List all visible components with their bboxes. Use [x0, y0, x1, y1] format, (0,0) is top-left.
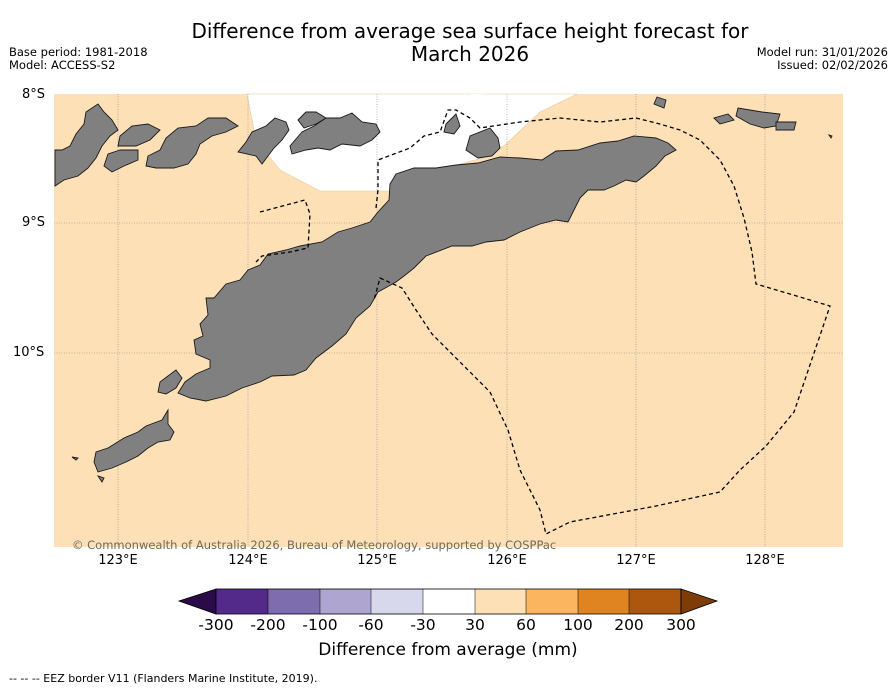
colorbar-tick: -200 — [250, 616, 286, 634]
colorbar-extend-low — [177, 588, 217, 615]
land — [54, 96, 833, 483]
colorbar-tick: 100 — [563, 616, 593, 634]
colorbar-bin — [526, 589, 578, 614]
lon-label-125e: 125°E — [357, 553, 397, 568]
model-run: Model run: 31/01/2026 — [756, 45, 888, 59]
eez-border — [255, 109, 831, 535]
flores-east — [145, 117, 239, 169]
colorbar-bin — [216, 589, 268, 614]
colorbar-extend-high — [680, 588, 719, 615]
colorbar — [177, 588, 719, 615]
colorbar-tick: -30 — [410, 616, 436, 634]
meta-right: Model run: 31/01/2026 Issued: 02/02/2026 — [757, 46, 888, 72]
colorbar-bin — [475, 589, 526, 614]
semau-island — [157, 369, 183, 395]
lembata-island — [237, 117, 290, 165]
colorbar-tick: -60 — [358, 616, 384, 634]
base-period: Base period: 1981-2018 — [9, 45, 148, 59]
chart-title: Difference from average sea surface heig… — [191, 19, 749, 66]
colorbar-bin — [578, 589, 629, 614]
timor-island — [177, 135, 677, 402]
meta-left: Base period: 1981-2018 Model: ACCESS-S2 — [9, 46, 148, 72]
pantar-island — [297, 111, 327, 129]
colorbar-bin — [268, 589, 320, 614]
colorbar-bin — [629, 589, 681, 614]
colorbar-bin — [320, 589, 371, 614]
lon-label-128e: 128°E — [745, 553, 785, 568]
lat-label-10s: 10°S — [13, 345, 45, 360]
eez-legend-note: -- -- -- EEZ border V11 (Flanders Marine… — [9, 672, 318, 685]
map — [54, 93, 843, 547]
wetar-island — [465, 127, 501, 159]
colorbar-title: Difference from average (mm) — [318, 640, 578, 660]
rote-island — [93, 408, 175, 473]
colorbar-tick: 60 — [516, 616, 536, 634]
alor-island — [289, 112, 381, 155]
lat-label-8s: 8°S — [22, 87, 46, 102]
lon-label-123e: 123°E — [98, 553, 138, 568]
lat-label-9s: 9°S — [22, 215, 46, 230]
colorbar-bin — [423, 589, 475, 614]
flores-west — [54, 103, 119, 187]
kisar-island — [653, 96, 667, 109]
lon-label-124e: 124°E — [228, 553, 268, 568]
colorbar-tick: 300 — [666, 616, 696, 634]
colorbar-tick: 200 — [614, 616, 644, 634]
model-name: Model: ACCESS-S2 — [9, 58, 116, 72]
lon-label-127e: 127°E — [616, 553, 656, 568]
copyright-text: © Commonwealth of Australia 2026, Bureau… — [72, 538, 557, 552]
colorbar-tick: 30 — [465, 616, 485, 634]
colorbar-bin — [371, 589, 423, 614]
colorbar-tick: -100 — [302, 616, 338, 634]
colorbar-tick: -300 — [198, 616, 234, 634]
lon-label-126e: 126°E — [487, 553, 527, 568]
issued-date: Issued: 02/02/2026 — [777, 58, 888, 72]
